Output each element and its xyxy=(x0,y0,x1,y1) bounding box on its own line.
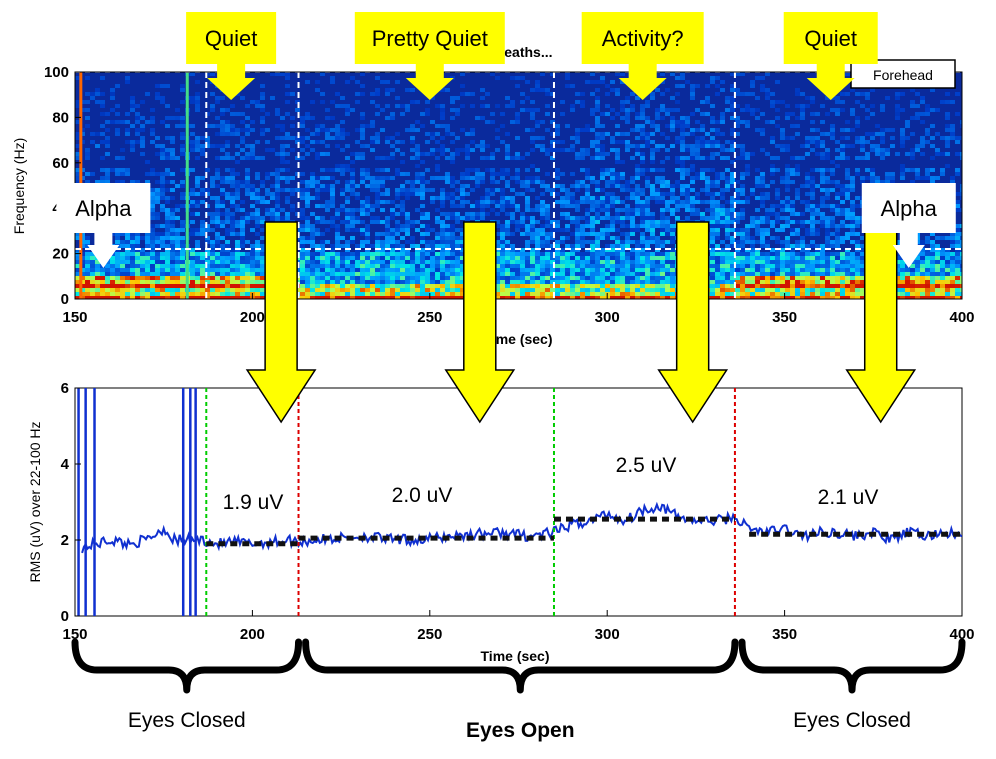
x-tick-label: 350 xyxy=(772,626,797,643)
y-tick-label: 60 xyxy=(52,155,69,172)
legend-label: Forehead xyxy=(873,67,933,83)
down-arrow-icon xyxy=(657,221,729,424)
y-tick-label: 20 xyxy=(52,246,69,263)
y-tick-label: 4 xyxy=(61,456,70,473)
x-tick-label: 400 xyxy=(949,309,974,326)
spectrogram-x-label: Time (sec) xyxy=(484,331,553,347)
segment-label: Eyes Open xyxy=(466,719,575,742)
segment-brace xyxy=(71,638,303,694)
x-tick-label: 300 xyxy=(595,309,620,326)
alpha-callout-box xyxy=(56,183,151,268)
y-tick-label: 80 xyxy=(52,109,69,126)
rms-x-label: Time (sec) xyxy=(481,648,550,664)
segment-brace xyxy=(302,638,739,694)
segment-brace xyxy=(738,638,966,694)
y-tick-label: 100 xyxy=(44,64,69,81)
alpha-callout-box xyxy=(861,183,956,268)
down-arrow-icon xyxy=(444,221,516,424)
x-tick-label: 300 xyxy=(595,626,620,643)
callout-box xyxy=(186,12,277,100)
x-tick-label: 200 xyxy=(240,309,265,326)
legend: Forehead xyxy=(850,59,956,89)
callout-label: Activity? xyxy=(602,26,684,51)
y-tick-label: 0 xyxy=(61,291,69,308)
segment-label: Eyes Closed xyxy=(128,709,246,732)
mean-level-label: 2.0 uV xyxy=(392,484,453,507)
x-tick-label: 250 xyxy=(417,626,442,643)
callout-label: Pretty Quiet xyxy=(372,26,488,51)
callout-box xyxy=(581,12,704,100)
rms-ticks: 150 200 250 300 350 400 0 2 4 6 xyxy=(61,380,975,643)
rms-frame xyxy=(74,387,963,617)
y-tick-label: 0 xyxy=(61,608,69,625)
x-tick-label: 200 xyxy=(240,626,265,643)
y-tick-label: 6 xyxy=(61,380,69,397)
x-tick-label: 150 xyxy=(62,309,87,326)
spectrogram-y-label: Frequency (Hz) xyxy=(11,138,27,234)
rms-plot-area xyxy=(77,388,962,616)
rms-y-label: RMS (uV) over 22-100 Hz xyxy=(27,421,43,582)
callout-box xyxy=(783,12,878,100)
x-tick-label: 400 xyxy=(949,626,974,643)
x-tick-label: 250 xyxy=(417,309,442,326)
segment-label: Eyes Closed xyxy=(793,709,911,732)
alpha-callout-label: Alpha xyxy=(881,196,938,221)
alpha-callout-label: Alpha xyxy=(75,196,132,221)
spectrogram-ticks: 150200250300350400020406080100 xyxy=(44,64,975,326)
x-tick-label: 350 xyxy=(772,309,797,326)
mean-level-label: 1.9 uV xyxy=(223,491,284,514)
y-tick-label: 2 xyxy=(61,532,69,549)
callout-box xyxy=(354,12,505,100)
legend-box xyxy=(850,59,956,89)
callout-label: Quiet xyxy=(804,26,857,51)
x-tick-label: 150 xyxy=(62,626,87,643)
annotations: 1.9 uV 2.0 uV 2.5 uV 2.1 uV Quiet Pretty Quie… xyxy=(56,12,966,742)
mean-level-label: 2.5 uV xyxy=(616,454,677,477)
rms-chart: 150 200 250 300 350 400 0 2 4 6 Time (sec) RMS (u… xyxy=(27,380,975,664)
callout-label: Quiet xyxy=(205,26,258,51)
mean-level-label: 2.1 uV xyxy=(818,486,879,509)
down-arrow-icon xyxy=(245,221,317,424)
